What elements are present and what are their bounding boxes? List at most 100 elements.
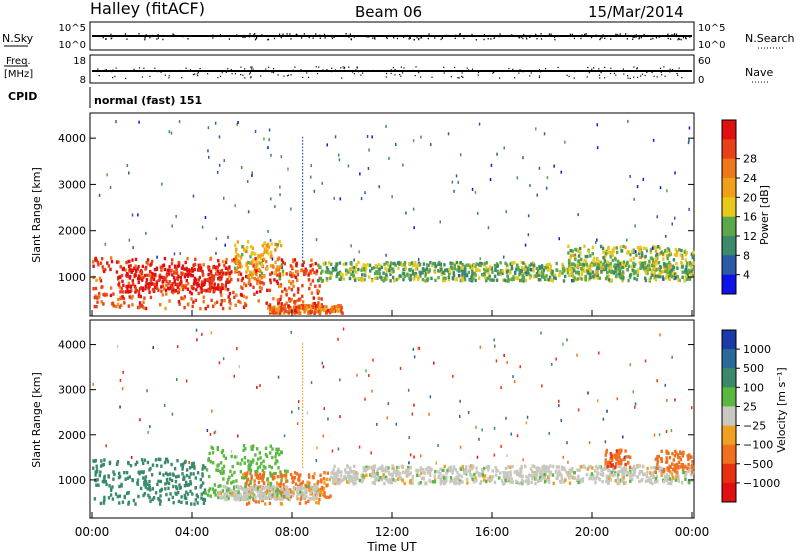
heatmap-cell (557, 469, 561, 473)
heatmap-cell (447, 132, 450, 136)
heatmap-cell (145, 281, 148, 285)
velocity-colorbar-label: Velocity [m s⁻¹] (775, 367, 788, 452)
nsky-point (290, 38, 292, 40)
heatmap-cell (439, 467, 442, 471)
heatmap-cell (92, 260, 95, 264)
colorbar-cell (722, 216, 736, 237)
heatmap-cell (645, 474, 648, 478)
heatmap-cell (165, 279, 168, 284)
heatmap-cell (285, 310, 288, 314)
heatmap-cell (269, 272, 272, 277)
heatmap-cell (578, 468, 581, 472)
heatmap-cell (337, 153, 340, 157)
nave-point (640, 75, 642, 77)
nave-point (168, 75, 170, 77)
nsky-point (536, 37, 538, 40)
heatmap-cell (587, 465, 591, 469)
heatmap-cell (207, 266, 210, 270)
heatmap-cell (230, 270, 233, 274)
heatmap-cell (163, 460, 167, 465)
heatmap-cell (251, 246, 254, 250)
heatmap-cell (550, 278, 553, 282)
heatmap-cell (413, 274, 417, 278)
heatmap-cell (562, 455, 564, 459)
heatmap-cell (607, 266, 611, 270)
heatmap-cell (412, 207, 415, 211)
heatmap-cell (317, 501, 320, 505)
heatmap-cell (444, 276, 447, 280)
heatmap-cell (256, 466, 260, 470)
nsky-point (441, 36, 443, 38)
heatmap-cell (358, 445, 361, 449)
heatmap-cell (660, 449, 663, 453)
heatmap-cell (151, 487, 155, 491)
heatmap-cell (261, 479, 264, 483)
nave-point (273, 68, 275, 70)
heatmap-cell (139, 304, 142, 308)
heatmap-cell (135, 460, 139, 464)
heatmap-cell (246, 265, 249, 270)
heatmap-cell (203, 488, 207, 492)
heatmap-cell (178, 302, 181, 306)
heatmap-cell (150, 262, 153, 266)
heatmap-cell (209, 460, 212, 464)
heatmap-cell (234, 270, 237, 274)
heatmap-cell (285, 479, 288, 484)
nsky-point (236, 34, 238, 36)
heatmap-cell (208, 451, 211, 456)
heatmap-cell (149, 270, 152, 274)
nsky-point (409, 36, 411, 39)
heatmap-cell (503, 146, 505, 150)
nave-point (326, 69, 328, 71)
heatmap-cell (296, 269, 299, 274)
heatmap-cell (651, 474, 655, 478)
heatmap-cell (218, 163, 221, 167)
heatmap-cell (674, 398, 676, 402)
heatmap-cell (322, 262, 325, 266)
heatmap-cell (463, 278, 467, 282)
heatmap-cell (419, 273, 422, 277)
heatmap-cell (542, 275, 545, 279)
heatmap-cell (139, 274, 142, 278)
heatmap-cell (134, 257, 138, 262)
heatmap-cell (302, 250, 304, 252)
heatmap-cell (568, 476, 571, 480)
heatmap-cell (551, 279, 554, 283)
heatmap-cell (538, 166, 541, 170)
heatmap-cell (189, 489, 192, 494)
heatmap-cell (260, 253, 263, 257)
heatmap-cell (259, 490, 262, 494)
heatmap-cell (603, 250, 606, 255)
heatmap-cell (276, 475, 280, 479)
heatmap-cell (387, 268, 390, 272)
heatmap-cell (346, 480, 349, 484)
nave-point (160, 71, 162, 73)
heatmap-cell (142, 493, 145, 498)
heatmap-cell (312, 488, 315, 492)
heatmap-cell (111, 497, 115, 501)
heatmap-cell (200, 492, 203, 496)
heatmap-cell (270, 271, 274, 275)
heatmap-cell (495, 469, 498, 473)
heatmap-cell (296, 422, 299, 426)
heatmap-cell (622, 262, 626, 266)
heatmap-cell (403, 261, 407, 265)
heatmap-cell (385, 261, 388, 265)
heatmap-cell (456, 268, 459, 272)
heatmap-cell (486, 268, 490, 272)
heatmap-cell (185, 483, 188, 487)
heatmap-cell (659, 265, 663, 269)
nave-point (244, 77, 246, 79)
heatmap-cell (609, 478, 612, 482)
heatmap-cell (320, 305, 324, 309)
heatmap-cell (109, 286, 113, 290)
heatmap-cell (180, 272, 183, 276)
colorbar-cell (722, 158, 736, 179)
nsky-point (253, 34, 255, 36)
heatmap-cell (302, 387, 304, 389)
nsky-point (679, 38, 681, 40)
heatmap-cell (674, 276, 677, 280)
heatmap-cell (149, 488, 152, 492)
nave-point (164, 74, 166, 76)
heatmap-cell (596, 238, 598, 242)
